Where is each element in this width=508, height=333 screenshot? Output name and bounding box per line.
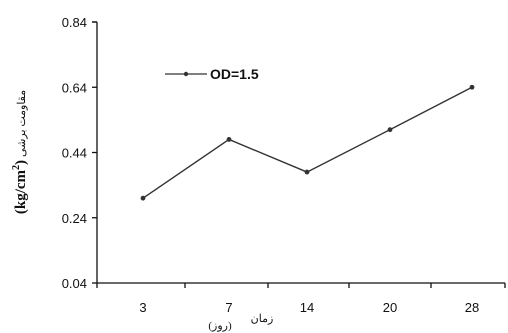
data-point <box>469 84 475 90</box>
data-point <box>226 137 232 142</box>
legend-marker <box>183 71 189 77</box>
x-axis-label: (روز) زمان <box>208 313 273 332</box>
svg-text:(kg/cm2)مقاومت برشی: (kg/cm2) مقاومت برشی <box>11 90 29 214</box>
y-axis-unit-exp: 2 <box>11 165 22 170</box>
y-tick-label: 0.64 <box>62 80 87 95</box>
x-tick-label: 28 <box>465 300 479 315</box>
x-tick-label: 14 <box>300 300 314 315</box>
y-ticks: 0.04 0.24 0.44 0.64 0.84 <box>62 15 97 291</box>
x-tick-label: 20 <box>383 300 397 315</box>
data-point <box>140 195 146 201</box>
legend-label: OD=1.5 <box>210 66 259 82</box>
x-ticks: 3 7 14 20 28 <box>96 283 506 315</box>
y-axis-title-text: مقاومت برشی <box>16 90 28 157</box>
y-axis-unit-suffix: ) <box>13 160 29 165</box>
series-line <box>142 86 473 199</box>
legend: OD=1.5 <box>165 66 259 82</box>
y-tick-label: 0.04 <box>62 276 87 291</box>
y-axis-label: (kg/cm2) مقاومت برشی <box>11 90 29 214</box>
series-layer <box>140 84 475 201</box>
y-tick-label: 0.44 <box>62 146 87 161</box>
x-tick-label: 3 <box>139 300 146 315</box>
y-tick-label: 0.24 <box>62 211 87 226</box>
y-axis-unit-prefix: (kg/cm <box>13 169 29 214</box>
y-tick-label: 0.84 <box>62 15 87 30</box>
x-axis-title-text: زمان <box>251 313 274 325</box>
x-tick-label: 7 <box>225 300 232 315</box>
data-point <box>387 127 393 133</box>
x-axis-unit: (روز) <box>208 320 232 332</box>
data-point <box>304 169 310 175</box>
